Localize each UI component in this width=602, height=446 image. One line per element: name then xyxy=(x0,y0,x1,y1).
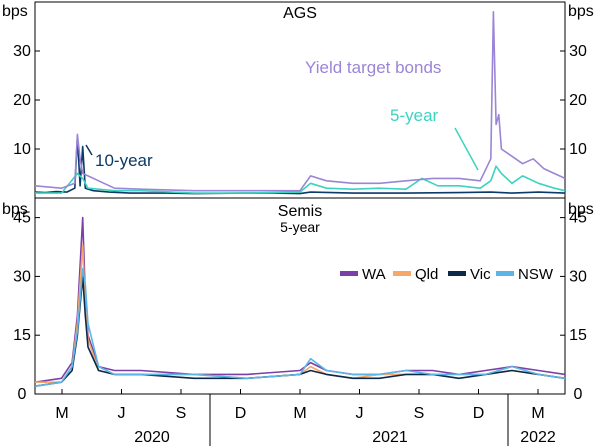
y-tick-right-10: 10 xyxy=(569,141,587,158)
x-year-labels: 2020 2021 2022 xyxy=(134,429,556,446)
x-month-label: S xyxy=(176,405,187,422)
top-series-group xyxy=(34,11,566,195)
y-tick-right-30: 30 xyxy=(569,43,587,60)
y-tick-right-30: 30 xyxy=(569,268,587,285)
x-month-label: M xyxy=(531,405,544,422)
x-year-label: 2020 xyxy=(134,429,170,446)
label-5-year: 5-year xyxy=(390,106,439,125)
bottom-left-unit: bps xyxy=(2,201,28,218)
bottom-y-ticks: 15 15 30 30 45 45 xyxy=(13,210,587,345)
arrow-10-year xyxy=(85,144,93,156)
legend: WA Qld Vic NSW xyxy=(340,266,554,283)
legend-swatch-nsw xyxy=(496,271,514,276)
y-tick-right-20: 20 xyxy=(569,92,587,109)
series-line-10-year xyxy=(34,136,566,195)
series-line-yield-target-bonds xyxy=(34,11,566,192)
bottom-right-unit: bps xyxy=(568,201,594,218)
x-month-label: M xyxy=(55,405,68,422)
y-tick-left-20: 20 xyxy=(13,92,31,109)
legend-label-wa: WA xyxy=(362,266,386,283)
bottom-panel-title: Semis xyxy=(278,203,322,220)
y-tick-left-10: 10 xyxy=(13,141,31,158)
series-line-nsw xyxy=(34,267,566,387)
label-yield-target-bonds: Yield target bonds xyxy=(305,58,441,77)
legend-swatch-wa xyxy=(340,271,358,276)
x-month-label: M xyxy=(293,405,306,422)
legend-label-vic: Vic xyxy=(470,266,491,283)
legend-label-nsw: NSW xyxy=(518,266,554,283)
legend-swatch-qld xyxy=(393,271,411,276)
legend-swatch-vic xyxy=(448,271,466,276)
y-tick-right-45: 45 xyxy=(569,210,587,227)
x-month-label: J xyxy=(356,405,364,422)
y-tick-left-30: 30 xyxy=(13,43,31,60)
y-tick-right-15: 15 xyxy=(569,327,587,344)
x-year-label: 2021 xyxy=(372,429,408,446)
legend-label-qld: Qld xyxy=(415,266,438,283)
bottom-left-zero: 0 xyxy=(18,386,27,403)
x-month-label: S xyxy=(414,405,425,422)
y-tick-left-15: 15 xyxy=(13,327,31,344)
series-line-5-year xyxy=(35,165,566,194)
x-month-label: D xyxy=(473,405,485,422)
x-month-label: D xyxy=(235,405,247,422)
label-10-year: 10-year xyxy=(95,151,153,170)
top-right-unit: bps xyxy=(568,3,594,20)
x-year-label: 2022 xyxy=(520,429,556,446)
top-panel-title: AGS xyxy=(283,5,317,22)
y-tick-left-30: 30 xyxy=(13,268,31,285)
bottom-panel-subtitle: 5-year xyxy=(280,219,320,235)
bottom-right-zero: 0 xyxy=(574,386,583,403)
bottom-series-group xyxy=(34,216,566,387)
series-line-wa xyxy=(34,216,566,383)
x-month-label: J xyxy=(118,405,126,422)
arrow-5-year xyxy=(454,127,479,171)
top-left-unit: bps xyxy=(2,3,28,20)
y-tick-left-45: 45 xyxy=(13,210,31,227)
top-y-ticks: 10 10 20 20 30 30 xyxy=(13,43,587,158)
